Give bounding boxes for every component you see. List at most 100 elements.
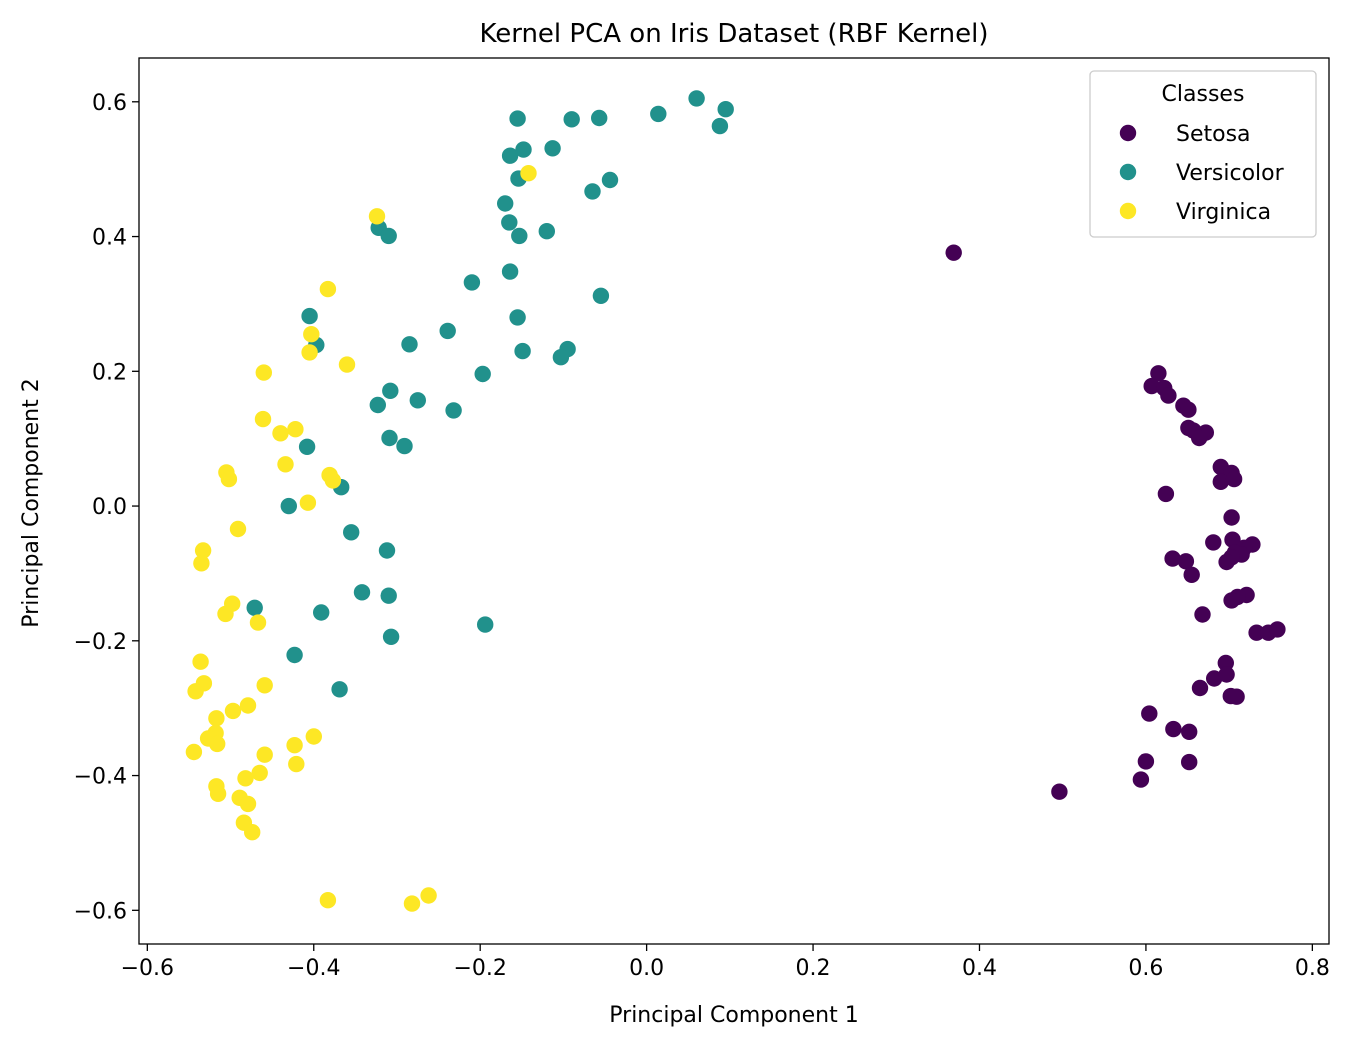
- legend-label-versicolor: Versicolor: [1176, 161, 1285, 186]
- point-setosa-31: [1194, 606, 1211, 623]
- point-setosa-27: [1183, 566, 1200, 583]
- x-tick-label-2: −0.2: [453, 956, 506, 981]
- points-layer: [185, 90, 1286, 912]
- legend-title: Classes: [1162, 82, 1245, 107]
- point-versicolor-39: [280, 497, 297, 515]
- point-versicolor-24: [439, 322, 456, 340]
- point-versicolor-27: [514, 342, 531, 360]
- legend: Classes Setosa Versicolor Virginica: [1089, 70, 1317, 238]
- point-versicolor-31: [382, 382, 399, 399]
- point-setosa-1: [1150, 365, 1167, 382]
- point-virginica-32: [305, 728, 322, 745]
- y-tick-label-1: −0.4: [74, 765, 127, 790]
- point-versicolor-11: [601, 171, 619, 189]
- point-setosa-42: [1165, 720, 1182, 738]
- legend-frame: [1089, 70, 1317, 238]
- point-versicolor-20: [463, 274, 481, 291]
- point-setosa-15: [1157, 485, 1175, 503]
- point-versicolor-23: [509, 309, 526, 326]
- point-versicolor-18: [538, 223, 555, 240]
- point-virginica-20: [217, 605, 234, 623]
- point-versicolor-9: [501, 147, 519, 164]
- x-tick-label-6: 0.6: [1128, 956, 1163, 981]
- point-setosa-26: [1218, 553, 1235, 571]
- legend-marker-virginica: [1119, 202, 1137, 220]
- point-setosa-30: [1223, 592, 1240, 609]
- point-virginica-22: [192, 653, 209, 670]
- point-virginica-37: [251, 764, 268, 782]
- point-versicolor-5: [563, 111, 580, 128]
- point-virginica-0: [520, 165, 537, 182]
- point-setosa-24: [1164, 550, 1181, 567]
- point-setosa-25: [1177, 553, 1195, 570]
- point-setosa-46: [1132, 771, 1150, 788]
- x-axis: −0.6 −0.4 −0.2 0.0 0.2 0.4 0.6 0.8: [121, 944, 1330, 981]
- point-virginica-10: [277, 456, 294, 473]
- point-setosa-41: [1141, 705, 1158, 722]
- point-setosa-18: [1205, 534, 1222, 551]
- x-axis-title: Principal Component 1: [609, 1003, 858, 1028]
- point-versicolor-33: [369, 396, 386, 414]
- y-tick-label-0: −0.6: [74, 899, 127, 924]
- x-tick-label-7: 0.8: [1295, 956, 1330, 981]
- point-virginica-27: [224, 702, 242, 720]
- point-versicolor-26: [401, 336, 418, 353]
- plot-frame: [138, 57, 1330, 945]
- point-versicolor-7: [515, 141, 532, 158]
- point-setosa-2: [1143, 377, 1160, 395]
- series-versicolor: [246, 90, 734, 698]
- chart-title: Kernel PCA on Iris Dataset (RBF Kernel): [479, 19, 988, 49]
- legend-marker-setosa: [1119, 124, 1137, 142]
- point-virginica-34: [185, 743, 203, 761]
- point-virginica-45: [319, 892, 337, 909]
- point-versicolor-44: [246, 599, 263, 616]
- point-virginica-9: [272, 425, 289, 442]
- point-virginica-21: [249, 614, 267, 631]
- point-virginica-47: [420, 887, 437, 904]
- point-versicolor-13: [497, 195, 514, 212]
- point-virginica-26: [239, 697, 257, 714]
- point-versicolor-32: [409, 392, 426, 409]
- point-virginica-5: [338, 356, 356, 373]
- point-versicolor-34: [445, 402, 462, 419]
- point-versicolor-41: [378, 542, 396, 559]
- point-versicolor-40: [343, 524, 360, 541]
- point-setosa-47: [1051, 783, 1068, 800]
- point-versicolor-36: [298, 438, 316, 455]
- point-setosa-13: [1212, 473, 1230, 490]
- point-virginica-6: [255, 364, 272, 381]
- x-tick-label-1: −0.4: [287, 956, 340, 981]
- y-tick-label-4: 0.2: [92, 360, 127, 385]
- point-versicolor-42: [353, 584, 371, 601]
- point-versicolor-4: [509, 110, 526, 127]
- legend-marker-versicolor: [1119, 163, 1137, 181]
- point-versicolor-30: [474, 365, 491, 383]
- point-setosa-14: [1225, 470, 1243, 488]
- point-virginica-8: [287, 421, 304, 438]
- point-versicolor-47: [382, 628, 400, 645]
- point-virginica-2: [319, 280, 337, 298]
- point-virginica-35: [256, 746, 273, 763]
- point-virginica-33: [286, 737, 303, 754]
- y-axis: −0.6 −0.4 −0.2 0.0 0.2 0.4 0.6: [74, 91, 139, 924]
- point-versicolor-8: [544, 140, 561, 157]
- point-virginica-17: [194, 542, 212, 559]
- point-virginica-31: [209, 735, 226, 753]
- point-setosa-10: [1191, 429, 1208, 447]
- point-setosa-45: [1181, 753, 1198, 771]
- point-virginica-1: [368, 208, 386, 225]
- series-virginica: [185, 165, 537, 912]
- point-versicolor-35: [381, 429, 398, 447]
- point-versicolor-3: [650, 105, 667, 123]
- point-virginica-23: [256, 677, 273, 694]
- point-setosa-44: [1137, 753, 1155, 770]
- point-setosa-0: [945, 244, 962, 261]
- point-setosa-17: [1224, 531, 1241, 548]
- point-virginica-4: [301, 344, 318, 361]
- point-virginica-12: [220, 470, 238, 488]
- point-setosa-36: [1206, 670, 1223, 687]
- point-virginica-36: [288, 755, 305, 773]
- point-setosa-16: [1223, 509, 1240, 526]
- point-versicolor-6: [591, 109, 608, 127]
